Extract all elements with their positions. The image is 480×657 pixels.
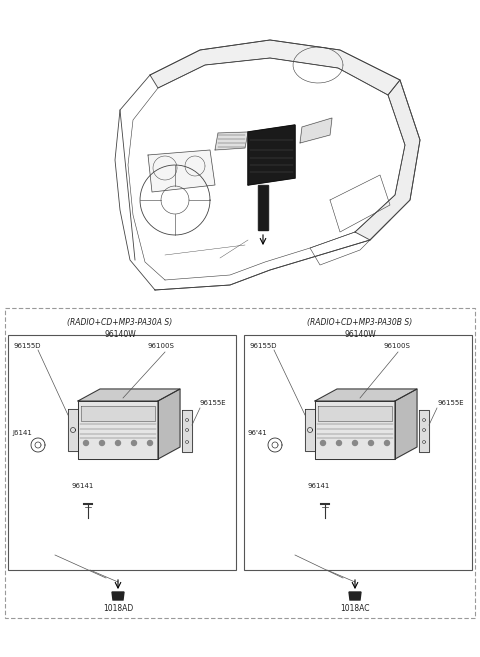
Text: (RADIO+CD+MP3-PA30B S): (RADIO+CD+MP3-PA30B S)	[307, 318, 413, 327]
Polygon shape	[315, 401, 395, 459]
Circle shape	[384, 440, 389, 445]
Text: (RADIO+CD+MP3-PA30A S): (RADIO+CD+MP3-PA30A S)	[67, 318, 173, 327]
Text: 96140W: 96140W	[344, 330, 376, 339]
Text: 96100S: 96100S	[148, 343, 175, 349]
Polygon shape	[81, 406, 155, 421]
Text: 96155E: 96155E	[437, 400, 464, 406]
Polygon shape	[215, 132, 248, 150]
Text: 96141: 96141	[308, 483, 330, 489]
Text: 1018AC: 1018AC	[340, 604, 370, 613]
Text: 96140W: 96140W	[104, 330, 136, 339]
Polygon shape	[248, 125, 295, 185]
Polygon shape	[315, 389, 417, 401]
Text: 1018AD: 1018AD	[103, 604, 133, 613]
Polygon shape	[395, 389, 417, 459]
Polygon shape	[355, 80, 420, 240]
Polygon shape	[258, 185, 268, 230]
Text: 96155D: 96155D	[14, 343, 41, 349]
Circle shape	[352, 440, 358, 445]
Text: 96155E: 96155E	[200, 400, 227, 406]
Bar	[5, 308, 475, 618]
Text: 96155D: 96155D	[250, 343, 277, 349]
Circle shape	[84, 440, 88, 445]
Polygon shape	[78, 401, 158, 459]
Circle shape	[132, 440, 136, 445]
Polygon shape	[78, 389, 180, 401]
Polygon shape	[182, 410, 192, 452]
Circle shape	[99, 440, 105, 445]
Bar	[8, 335, 236, 570]
Text: 96100S: 96100S	[383, 343, 410, 349]
Polygon shape	[148, 150, 215, 192]
Circle shape	[336, 440, 341, 445]
Bar	[244, 335, 472, 570]
Polygon shape	[150, 40, 400, 95]
Polygon shape	[305, 409, 315, 451]
Circle shape	[369, 440, 373, 445]
Polygon shape	[349, 592, 361, 600]
Text: 96141: 96141	[72, 483, 95, 489]
Text: J6141: J6141	[12, 430, 32, 436]
Polygon shape	[318, 406, 392, 421]
Polygon shape	[300, 118, 332, 143]
Circle shape	[147, 440, 153, 445]
Polygon shape	[158, 389, 180, 459]
Circle shape	[321, 440, 325, 445]
Polygon shape	[419, 410, 429, 452]
Circle shape	[116, 440, 120, 445]
Text: 96'41: 96'41	[248, 430, 268, 436]
Polygon shape	[112, 592, 124, 600]
Polygon shape	[68, 409, 78, 451]
